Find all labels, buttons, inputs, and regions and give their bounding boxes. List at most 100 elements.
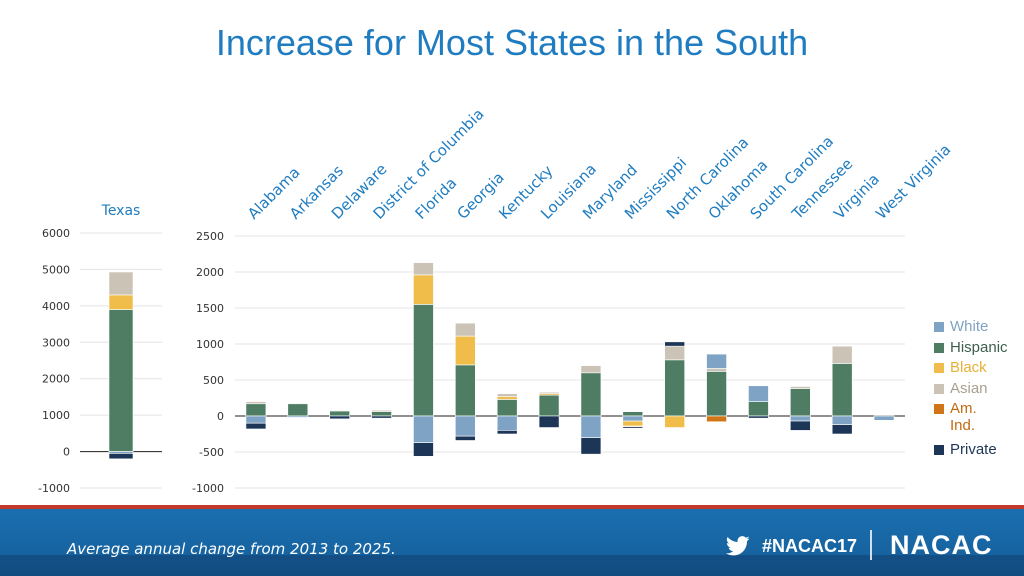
bar-asian — [455, 322, 476, 337]
legend-label: Am. Ind. — [950, 400, 977, 435]
footer-shade — [0, 555, 1024, 576]
bar-white — [831, 415, 853, 425]
bar-asian — [108, 271, 134, 296]
footer-accent-line — [0, 505, 1024, 509]
bar-hispanic — [538, 394, 560, 417]
y-tick-label: -1000 — [192, 482, 224, 495]
bar-asian — [413, 262, 434, 276]
legend-swatch — [934, 444, 944, 455]
bar-hispanic — [664, 359, 685, 417]
bar-white — [748, 385, 769, 402]
y-tick-label: -500 — [199, 446, 224, 459]
y-tick-label: 4000 — [42, 300, 70, 313]
bar-amind — [706, 415, 727, 423]
legend-label: Black — [950, 359, 987, 377]
bar-asian — [496, 393, 518, 397]
bar-black — [622, 420, 644, 427]
bar-asian — [706, 368, 727, 372]
bar-white — [413, 415, 434, 443]
bar-hispanic — [108, 309, 134, 452]
chart-title: Texas — [101, 203, 141, 219]
bar-hispanic — [371, 411, 392, 417]
bar-hispanic — [245, 403, 267, 417]
bar-asian — [371, 409, 392, 412]
south-states-chart: -1000-50005001000150020002500AlabamaArka… — [192, 105, 954, 495]
bar-private — [496, 430, 518, 435]
twitter-icon — [726, 536, 750, 556]
hashtag: #NACAC17 — [762, 536, 858, 556]
bar-hispanic — [748, 401, 769, 417]
bar-white — [455, 415, 476, 437]
bar-hispanic — [287, 403, 309, 417]
bar-asian — [287, 402, 309, 405]
bar-white — [496, 415, 518, 431]
bar-hispanic — [790, 388, 811, 417]
bar-black — [413, 274, 434, 305]
footer-divider — [870, 530, 872, 560]
bar-black — [108, 294, 134, 310]
x-category-label: West Virginia — [872, 141, 954, 223]
bar-hispanic — [831, 363, 853, 417]
y-tick-label: 6000 — [42, 227, 70, 240]
bar-hispanic — [580, 372, 602, 417]
y-tick-label: 0 — [217, 410, 224, 423]
footnote: Average annual change from 2013 to 2025. — [67, 540, 396, 558]
y-tick-label: 1000 — [196, 338, 224, 351]
bar-private — [580, 437, 602, 455]
bar-private — [455, 435, 476, 441]
bar-private — [748, 415, 769, 419]
bar-asian — [580, 365, 602, 374]
page-title: Increase for Most States in the South — [215, 22, 809, 63]
y-tick-label: 1500 — [196, 302, 224, 315]
bar-black — [455, 335, 476, 366]
y-tick-label: 2000 — [196, 266, 224, 279]
legend-swatch — [934, 383, 944, 394]
y-tick-label: 2000 — [42, 373, 70, 386]
bar-black — [496, 396, 518, 400]
y-tick-label: 500 — [203, 374, 224, 387]
bar-white — [287, 415, 309, 418]
bar-private — [371, 415, 392, 419]
bar-hispanic — [329, 410, 350, 417]
bar-hispanic — [496, 399, 518, 417]
y-tick-label: 1000 — [42, 409, 70, 422]
bar-hispanic — [706, 371, 727, 417]
bar-white — [706, 353, 727, 369]
bar-hispanic — [413, 304, 434, 417]
bar-white — [622, 415, 644, 422]
legend-label: Private — [950, 440, 997, 458]
bar-private — [413, 442, 434, 457]
bar-private — [831, 424, 853, 435]
bar-asian — [329, 409, 350, 412]
y-tick-label: -1000 — [38, 482, 70, 495]
bar-asian — [245, 401, 267, 405]
legend-label: White — [950, 318, 989, 335]
bar-white — [873, 415, 895, 421]
bar-private — [245, 422, 267, 430]
bar-hispanic — [622, 411, 644, 417]
y-tick-label: 0 — [63, 446, 70, 459]
bar-private — [622, 426, 644, 429]
legend-label: Asian — [950, 379, 988, 397]
texas-chart: -1000 0 1000 2000 3000 4000 5000 6000 Texas — [38, 203, 162, 495]
bar-private — [329, 415, 350, 420]
bar-black — [664, 415, 685, 428]
bar-private — [538, 415, 560, 428]
bar-private — [790, 420, 811, 431]
bar-asian — [831, 345, 853, 364]
footer-band — [0, 509, 1024, 576]
bar-private — [664, 341, 685, 347]
legend-swatch — [934, 322, 944, 332]
y-tick-label: 5000 — [42, 263, 70, 276]
nacac-logo: NACAC — [890, 530, 993, 560]
legend-label: Hispanic — [950, 338, 1008, 356]
legend-swatch — [934, 363, 944, 374]
bar-asian — [664, 345, 685, 361]
bar-white — [790, 415, 811, 422]
bar-white — [580, 415, 602, 438]
legend-swatch — [934, 342, 944, 353]
y-tick-label: 2500 — [196, 230, 224, 243]
bar-white — [245, 415, 267, 424]
y-tick-label: 3000 — [42, 336, 70, 349]
bar-asian — [790, 386, 811, 389]
